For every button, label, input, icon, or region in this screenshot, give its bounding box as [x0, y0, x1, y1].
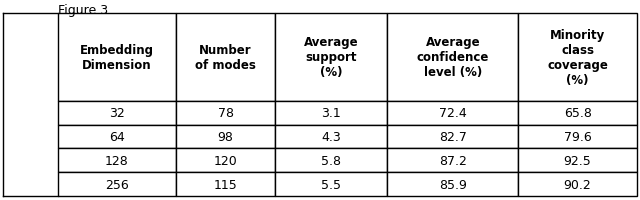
Text: 32: 32	[109, 107, 125, 120]
Text: Average
support
(%): Average support (%)	[304, 36, 358, 79]
Text: Number
of modes: Number of modes	[195, 44, 256, 72]
Text: 115: 115	[214, 178, 237, 191]
Text: Embedding
Dimension: Embedding Dimension	[80, 44, 154, 72]
Text: 256: 256	[105, 178, 129, 191]
Text: 128: 128	[105, 154, 129, 167]
Text: 87.2: 87.2	[439, 154, 467, 167]
Text: 5.5: 5.5	[321, 178, 341, 191]
Text: Average
confidence
level (%): Average confidence level (%)	[417, 36, 489, 79]
Text: 4.3: 4.3	[321, 130, 341, 143]
Text: 90.2: 90.2	[564, 178, 591, 191]
Text: 92.5: 92.5	[564, 154, 591, 167]
Text: 79.6: 79.6	[564, 130, 591, 143]
Text: 3.1: 3.1	[321, 107, 341, 120]
Text: 98: 98	[218, 130, 234, 143]
Text: 85.9: 85.9	[439, 178, 467, 191]
Text: 120: 120	[214, 154, 237, 167]
Text: Figure 3: Figure 3	[58, 4, 108, 17]
Text: 72.4: 72.4	[439, 107, 467, 120]
Text: 64: 64	[109, 130, 125, 143]
Text: 65.8: 65.8	[564, 107, 591, 120]
Text: 78: 78	[218, 107, 234, 120]
Text: Minority
class
coverage
(%): Minority class coverage (%)	[547, 29, 608, 87]
Text: 82.7: 82.7	[439, 130, 467, 143]
Text: 5.8: 5.8	[321, 154, 341, 167]
